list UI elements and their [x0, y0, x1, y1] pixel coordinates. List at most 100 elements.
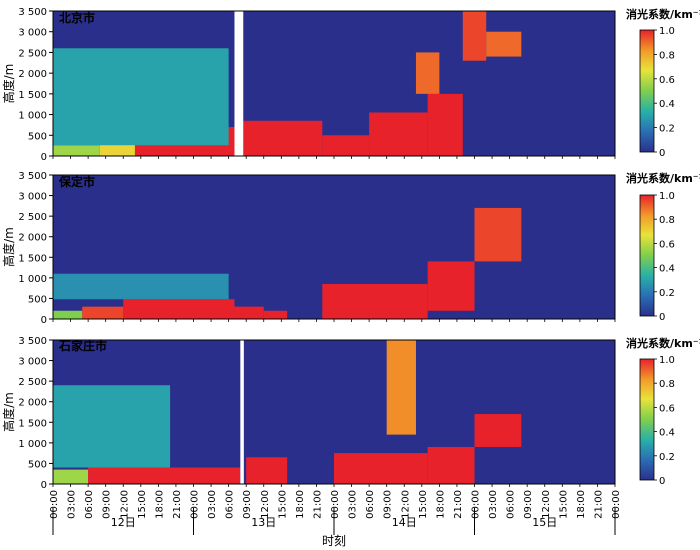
extinction-cell [415, 52, 440, 94]
colorbar-tick-label: 0.2 [659, 452, 675, 463]
extinction-cell [386, 340, 416, 435]
colorbar-tick-label: 1.0 [659, 355, 675, 366]
panel-data-layers [53, 11, 522, 156]
y-tick-label: 500 [28, 459, 47, 470]
extinction-cell [53, 310, 83, 319]
colorbar: 消光系数/km⁻¹ 0 0.2 0.4 0.6 0.8 1.0 [626, 336, 700, 487]
colorbar-tick-label: 0.8 [659, 215, 675, 226]
y-tick-label: 2 500 [18, 48, 47, 59]
y-tick-label: 0 [41, 315, 47, 326]
colorbar-tick-label: 0 [659, 312, 665, 323]
x-tick-label: 03:00 [488, 490, 499, 519]
colorbar-tick-label: 0 [659, 476, 665, 487]
y-tick-label: 2 000 [18, 233, 47, 244]
extinction-cell [322, 284, 428, 319]
colorbar: 消光系数/km⁻¹ 0 0.2 0.4 0.6 0.8 1.0 [626, 171, 700, 323]
extinction-cell [53, 48, 229, 146]
y-tick-label: 3 000 [18, 192, 47, 203]
extinction-cell [53, 469, 89, 484]
y-tick-label: 0 [41, 152, 47, 163]
colorbar-tick-label: 0.4 [659, 428, 675, 439]
extinction-cell [427, 93, 463, 156]
x-tick-label: 03:00 [67, 490, 78, 519]
extinction-cell [369, 112, 428, 156]
y-tick-label: 3 500 [18, 7, 47, 18]
extinction-cell [427, 446, 475, 484]
x-tick-label: 09:00 [523, 490, 534, 519]
extinction-cell [53, 385, 171, 468]
x-tick-label: 21:00 [453, 490, 464, 519]
extinction-cell [322, 135, 370, 156]
x-tick-label: 15:00 [418, 490, 429, 519]
y-axis-label: 高度/m [1, 64, 16, 104]
extinction-cell [123, 299, 235, 319]
x-tick-label: 18:00 [576, 490, 587, 519]
x-tick-label: 09:00 [383, 490, 394, 519]
y-tick-label: 3 000 [18, 28, 47, 39]
colorbar-tick-label: 0.6 [659, 403, 675, 414]
extinction-cell [263, 310, 288, 319]
y-tick-label: 1 500 [18, 418, 47, 429]
extinction-cell [243, 120, 323, 156]
missing-data-gap [240, 340, 244, 484]
day-label: 12日 [111, 516, 136, 529]
extinction-cell [82, 306, 124, 319]
x-tick-label: 06:00 [506, 490, 517, 519]
extinction-cell [88, 467, 241, 484]
colorbar-gradient [639, 29, 655, 153]
panel-2: 保定市 0 500 1 000 1 500 2 000 2 500 3 000 3 500 高度/… [1, 171, 700, 326]
colorbar-tick-label: 0.4 [659, 99, 675, 110]
day-label: 13日 [251, 516, 276, 529]
colorbar-tick-label: 1.0 [659, 191, 675, 202]
panel-3: 石家庄市 0 500 1 000 1 500 2 000 2 500 3 000 3 500 高度… [1, 336, 700, 491]
colorbar-gradient [639, 358, 655, 481]
x-tick-label: 03:00 [207, 490, 218, 519]
extinction-cell [427, 261, 475, 311]
y-tick-label: 2 000 [18, 69, 47, 80]
x-tick-label: 00:00 [330, 490, 341, 519]
y-tick-label: 3 000 [18, 357, 47, 368]
extinction-cell [486, 31, 522, 57]
x-tick-label: 15:00 [137, 490, 148, 519]
y-tick-label: 2 500 [18, 212, 47, 223]
y-tick-label: 2 500 [18, 377, 47, 388]
panel-title: 石家庄市 [58, 338, 107, 353]
x-tick-label: 06:00 [365, 490, 376, 519]
x-tick-label: 21:00 [172, 490, 183, 519]
extinction-cell [334, 453, 428, 484]
y-tick-label: 0 [41, 480, 47, 491]
x-tick-label: 09:00 [242, 490, 253, 519]
x-tick-label: 00:00 [471, 490, 482, 519]
y-tick-label: 500 [28, 294, 47, 305]
colorbar-title: 消光系数/km⁻¹ [626, 171, 700, 185]
x-tick-label: 21:00 [312, 490, 323, 519]
x-tick-label: 06:00 [84, 490, 95, 519]
colorbar-tick-label: 0 [659, 148, 665, 159]
x-tick-label: 06:00 [225, 490, 236, 519]
colorbar: 消光系数/km⁻¹ 0 0.2 0.4 0.6 0.8 1.0 [626, 7, 700, 159]
x-tick-label: 12:00 [541, 490, 552, 519]
x-tick-label: 03:00 [348, 490, 359, 519]
y-tick-label: 1 000 [18, 111, 47, 122]
y-tick-label: 3 500 [18, 171, 47, 182]
colorbar-tick-label: 0.2 [659, 288, 675, 299]
x-tick-label: 00:00 [190, 490, 201, 519]
x-tick-label: 12:00 [119, 490, 130, 519]
missing-data-gap [234, 11, 244, 156]
y-axis-label: 高度/m [1, 392, 16, 432]
extinction-cell [99, 142, 135, 156]
x-tick-label: 18:00 [435, 490, 446, 519]
panel-1: 北京市 0 500 1 000 1 500 2 000 2 500 3 000 3 500 高度/… [1, 7, 700, 163]
x-tick-label: 09:00 [102, 490, 113, 519]
x-tick-label: 00:00 [49, 490, 60, 519]
y-tick-label: 3 500 [18, 336, 47, 347]
colorbar-tick-label: 0.4 [659, 264, 675, 275]
y-tick-label: 500 [28, 131, 47, 142]
colorbar-tick-label: 0.6 [659, 75, 675, 86]
colorbar-tick-label: 0.8 [659, 50, 675, 61]
y-tick-label: 1 000 [18, 274, 47, 285]
colorbar-tick-label: 1.0 [659, 26, 675, 37]
y-tick-label: 1 500 [18, 90, 47, 101]
x-tick-label: 18:00 [295, 490, 306, 519]
